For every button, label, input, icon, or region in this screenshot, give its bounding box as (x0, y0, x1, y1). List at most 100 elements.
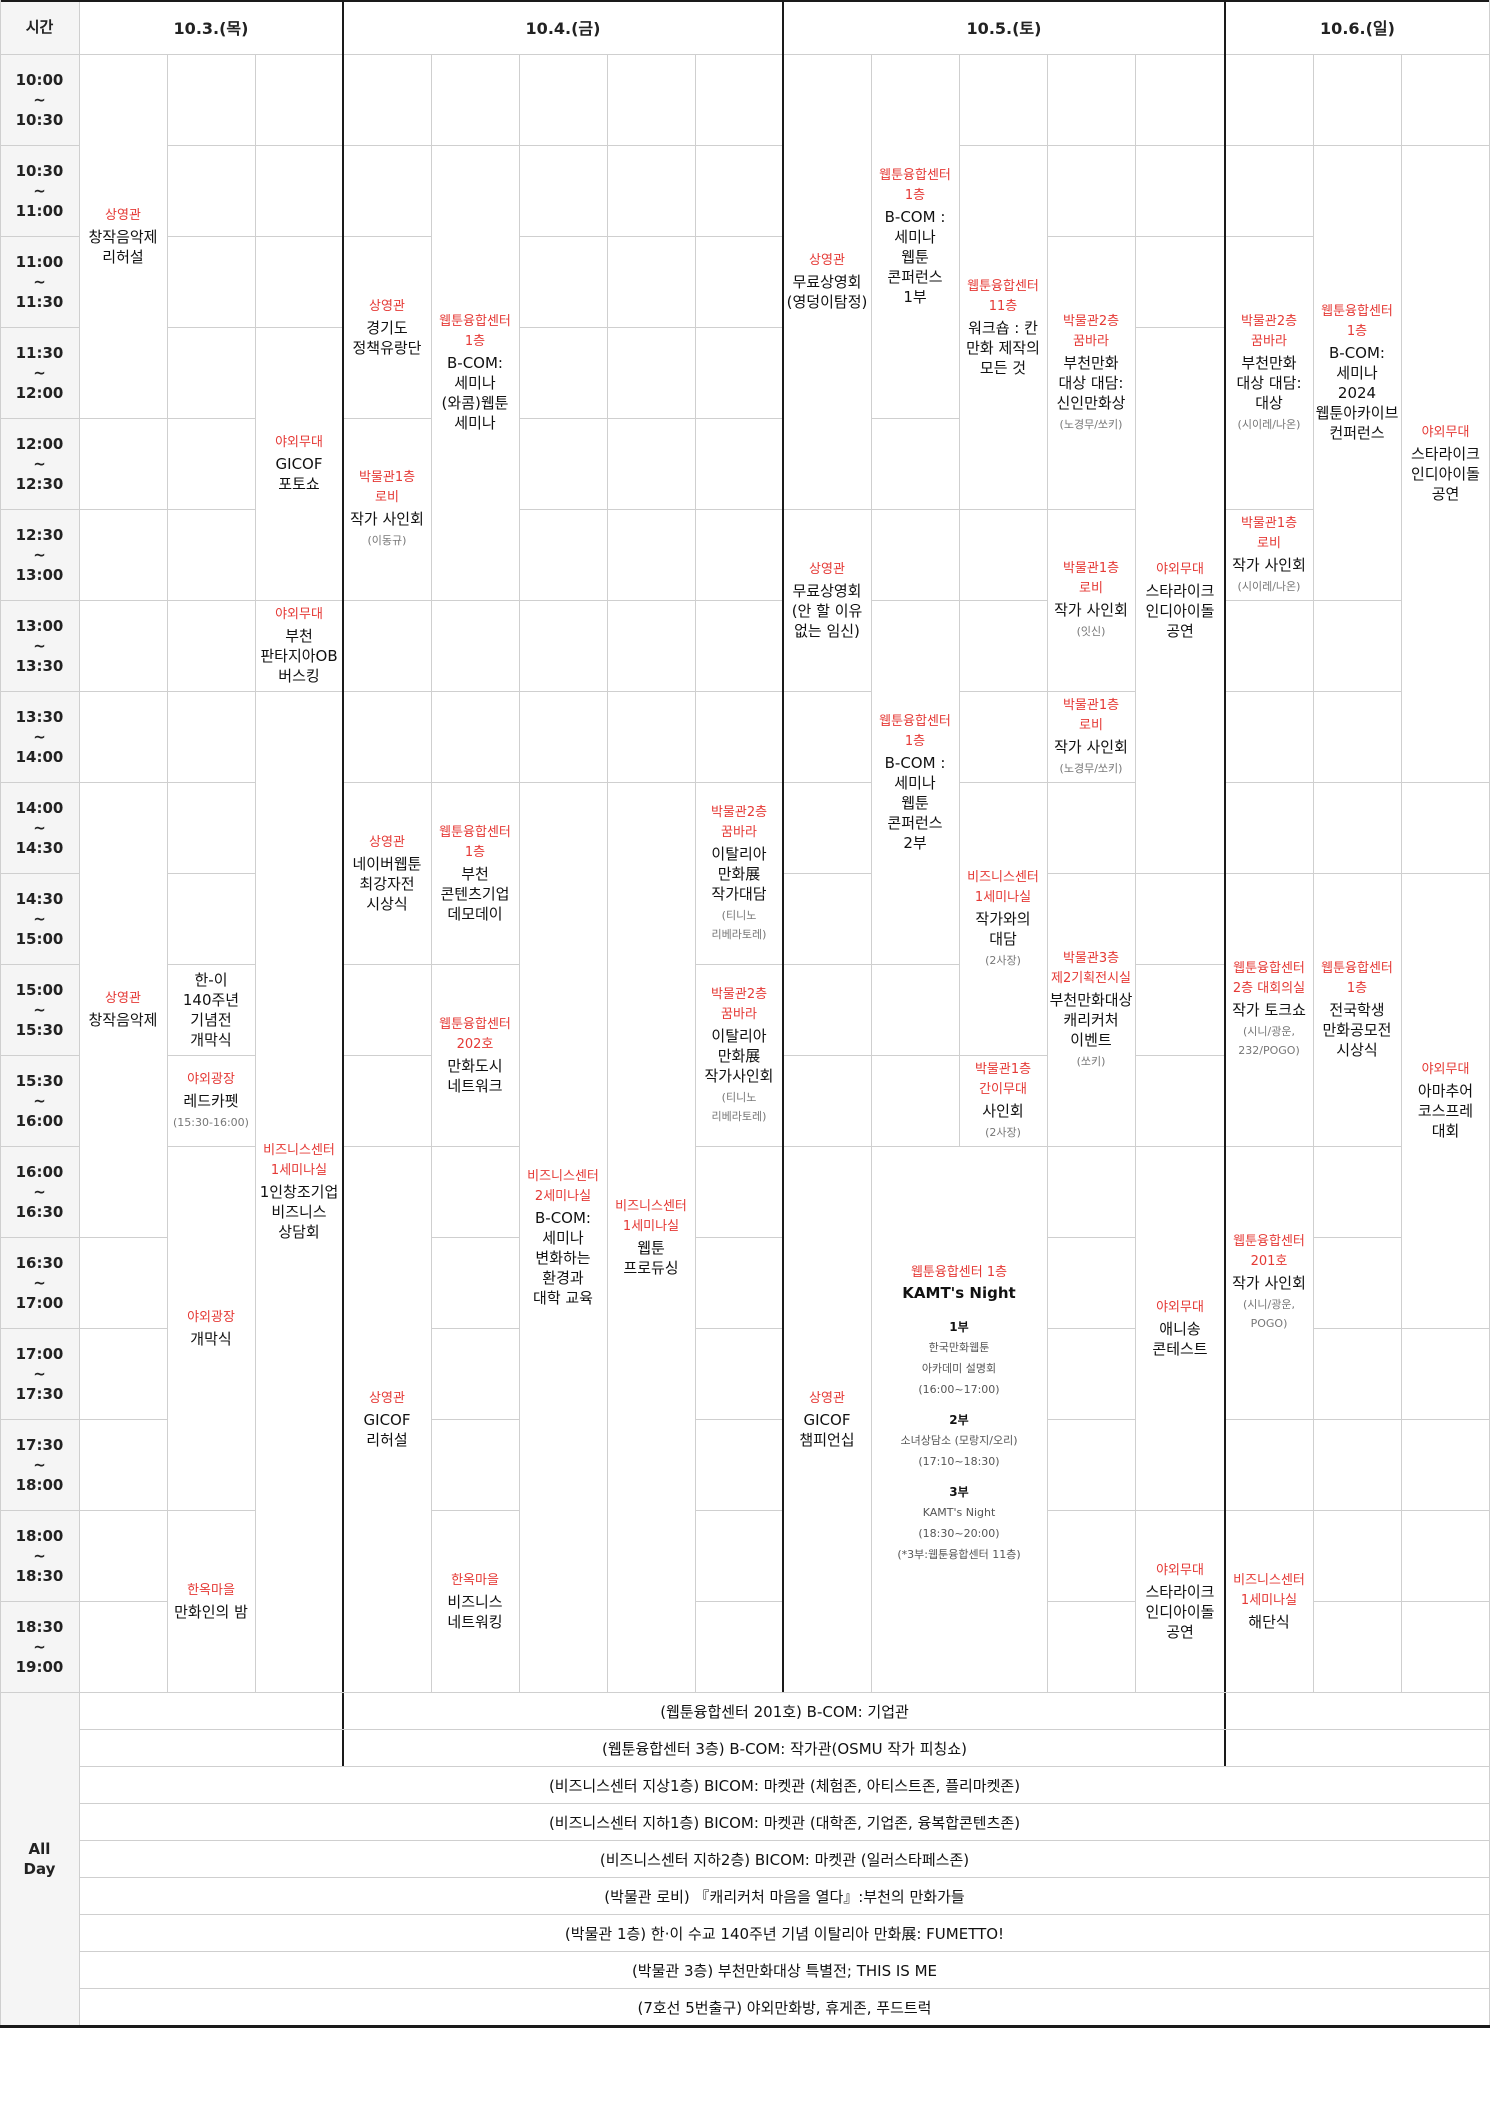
grid-hline (1401, 873, 1490, 874)
grid-vline (255, 54, 256, 1692)
outer-border-top (0, 0, 1490, 2)
schedule-event: 비즈니스센터 1세미나실 웹툰 프로듀싱 (609, 783, 693, 1691)
event-location: 웹툰융합센터 11층 (967, 278, 1039, 314)
event-performer: (15:30-15:50) (173, 1052, 249, 1055)
event-title: 애니송 콘테스트 (1152, 1319, 1208, 1358)
all-day-row-divider (79, 1988, 1490, 1989)
grid-hline (519, 600, 607, 601)
event-title: B-COM: 세미나 2024 웹툰아카이브 컨퍼런스 (1315, 344, 1399, 442)
grid-hline (1313, 1601, 1401, 1602)
event-title: 작가 사인회 (1054, 601, 1128, 619)
time-slot-label: 15:00 ~ 15:30 (15, 980, 64, 1039)
grid-hline (1313, 145, 1401, 146)
event-location: 박물관2층 꿈바라 (1240, 313, 1298, 349)
grid-hline (255, 600, 343, 601)
event-location: 야외무대 (275, 607, 323, 622)
grid-vline (431, 54, 432, 1692)
event-title: 비즈니스 네트워킹 (447, 1592, 503, 1631)
schedule-event: 야외무대 스타라이크 인디아이돌 공연 (1137, 328, 1223, 872)
grid-hline (431, 145, 519, 146)
event-title: 해단식 (1248, 1612, 1290, 1631)
schedule-event: 웹툰융합센터 11층 워크숍 : 칸 만화 제작의 모든 것 (961, 146, 1045, 508)
schedule-event: 웹툰융합센터 1층 전국학생 만화공모전 시상식 (1315, 874, 1399, 1145)
event-location: 박물관1층 간이무대 (974, 1061, 1032, 1097)
all-day-row-divider (79, 1914, 1490, 1915)
event-location: 야외무대 (275, 435, 323, 450)
time-slot-label: 14:00 ~ 14:30 (15, 798, 64, 857)
schedule-event: 상영관 경기도 정책유랑단 (345, 237, 429, 417)
grid-hline (959, 1055, 1047, 1056)
all-day-row-divider (79, 1877, 1490, 1878)
grid-hline (0, 327, 79, 328)
event-title: B-COM : 세미나 웹툰 콘퍼런스 2부 (884, 753, 946, 852)
kamt-part-2: 2부 소녀상담소 (모랑지/오리) (17:10~18:30) (901, 1410, 1018, 1472)
grid-hline (959, 782, 1047, 783)
grid-hline (1047, 1601, 1135, 1602)
grid-hline (1047, 145, 1135, 146)
schedule-event: 박물관1층한-이 140주년 기념전 개막식 (15:30-15:50) (169, 965, 253, 1054)
grid-hline (1401, 1328, 1490, 1329)
grid-hline (79, 418, 167, 419)
schedule-event: 웹툰융합센터 1층 B-COM: 세미나 2024 웹툰아카이브 컨퍼런스 (1315, 146, 1399, 599)
grid-hline (1313, 691, 1401, 692)
grid-hline (79, 691, 167, 692)
grid-hline (607, 236, 695, 237)
event-title: 이탈리아 만화展 작가사인회 (704, 1026, 774, 1085)
grid-hline (167, 509, 255, 510)
event-location: 박물관2층 꿈바라 (710, 804, 768, 840)
grid-hline (871, 600, 959, 601)
grid-hline (1135, 236, 1225, 237)
grid-hline (959, 145, 1047, 146)
event-location: 박물관2층 꿈바라 (710, 986, 768, 1022)
schedule-event: 웹툰융합센터 1층 B-COM : 세미나 웹툰 콘퍼런스 1부 (873, 55, 957, 417)
event-title: 작가와의 대담 (975, 909, 1031, 948)
event-title: 창작음악제 (88, 1011, 158, 1029)
event-title: 창작음악제 리허설 (88, 227, 158, 266)
event-title: 웹툰 프로듀싱 (623, 1238, 679, 1277)
grid-hline (1135, 1055, 1225, 1056)
grid-hline (695, 1237, 783, 1238)
all-day-event: (비즈니스센터 지하1층) BICOM: 마켓관 (대학존, 기업존, 융복합콘… (548, 1813, 1021, 1832)
grid-hline (783, 782, 871, 783)
grid-hline (871, 964, 959, 965)
event-location: 비즈니스센터 1세미나실 (967, 869, 1039, 905)
schedule-event: 야외무대 스타라이크 인디아이돌 공연 (1403, 146, 1488, 781)
grid-hline (0, 964, 79, 965)
all-day-label-text: All Day (23, 1840, 56, 1878)
all-day-divider (0, 1692, 1490, 1693)
grid-hline (1225, 1510, 1313, 1511)
schedule-event: 비즈니스센터 1세미나실 작가와의 대담 (2사장) (961, 783, 1045, 1054)
event-title: 무료상영회 (안 할 이유 없는 임신) (791, 581, 863, 640)
grid-hline (1313, 600, 1401, 601)
grid-vline (519, 54, 520, 1692)
all-day-label: All Day (0, 1693, 79, 2025)
event-performer: (티니노 리베라토레) (711, 1090, 767, 1123)
event-performer: (노경무/쏘키) (1059, 761, 1123, 775)
grid-hline (1135, 1146, 1225, 1147)
kamt-part-1: 1부 한국만화웹툰 아카데미 설명회 (16:00~17:00) (918, 1317, 999, 1400)
grid-hline (695, 691, 783, 692)
grid-hline (167, 1510, 255, 1511)
grid-hline (167, 418, 255, 419)
all-day-event: (7호선 5번출구) 야외만화방, 휴게존, 푸드트럭 (637, 1998, 932, 2017)
grid-hline (167, 691, 255, 692)
grid-hline (0, 236, 79, 237)
schedule-event: 웹툰융합센터 1층 B-COM: 세미나 (와콤)웹툰 세미나 (433, 146, 517, 599)
all-day-event: (박물관 로비) 『캐리커처 마음을 열다』:부천의 만화가들 (604, 1887, 965, 1906)
time-slot-label: 17:30 ~ 18:00 (15, 1435, 64, 1494)
all-day-row-divider (79, 1951, 1490, 1952)
event-title: GICOF 포토쇼 (275, 455, 323, 493)
grid-hline (1047, 873, 1135, 874)
grid-hline (1225, 600, 1313, 601)
grid-hline (1401, 1510, 1490, 1511)
grid-hline (871, 418, 959, 419)
grid-hline (519, 782, 607, 783)
event-performer: (노경무/쏘키) (1059, 417, 1123, 431)
grid-hline (695, 327, 783, 328)
event-performer: (잇신) (1076, 625, 1106, 638)
schedule-event: 한옥마을 만화인의 밤 (169, 1511, 253, 1691)
event-location: 웹툰융합센터 1층 (439, 314, 511, 349)
event-location: 야외무대 (1156, 561, 1204, 577)
